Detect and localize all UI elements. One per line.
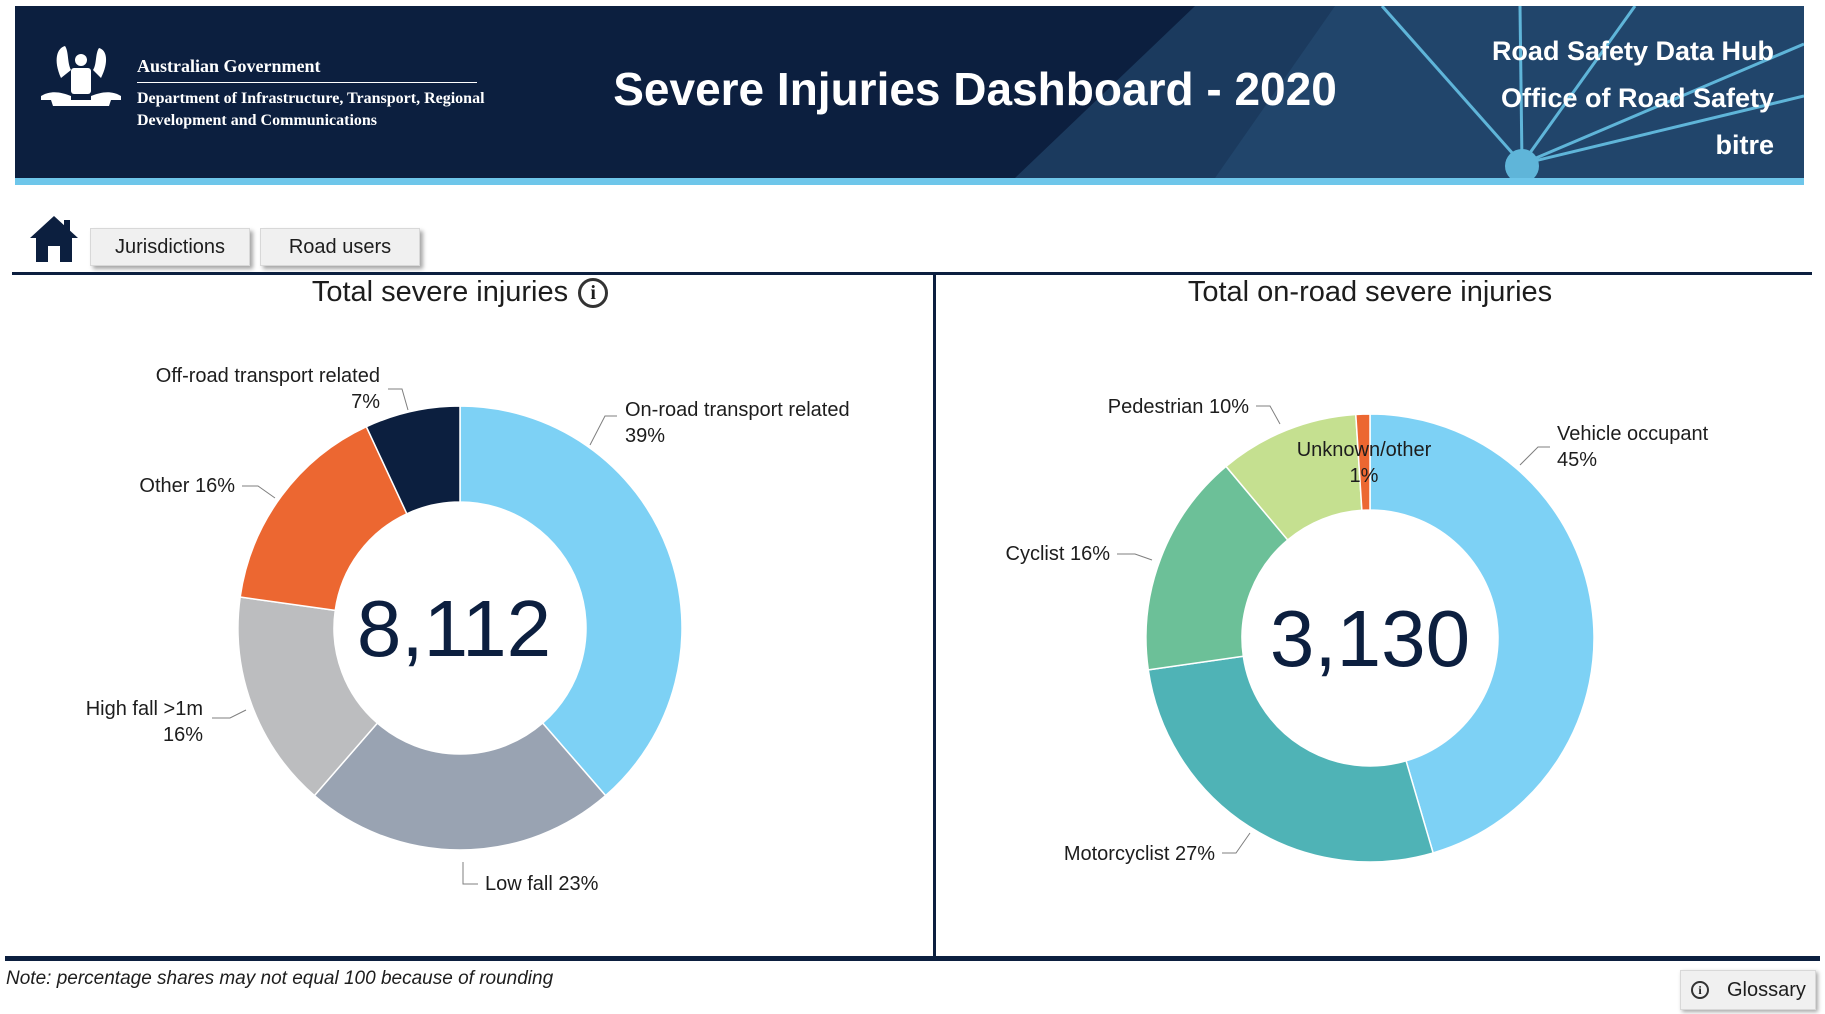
glossary-button[interactable]: i Glossary bbox=[1680, 970, 1816, 1010]
data-label: 39% bbox=[625, 425, 665, 447]
hub-line: bitre bbox=[1715, 130, 1774, 160]
bottom-divider bbox=[5, 956, 1820, 961]
chart-1-title-wrap: Total severe injuries i bbox=[240, 276, 680, 309]
data-label: Other 16% bbox=[139, 475, 235, 497]
leader-line bbox=[1117, 553, 1153, 561]
hub-line: Road Safety Data Hub bbox=[1491, 36, 1774, 66]
gov-divider bbox=[137, 82, 477, 83]
leader-line bbox=[388, 388, 409, 411]
hub-line: Office of Road Safety bbox=[1500, 83, 1774, 113]
donut-slice bbox=[365, 405, 461, 515]
home-icon[interactable] bbox=[28, 214, 80, 264]
leader-line bbox=[242, 485, 276, 499]
donut-slice bbox=[313, 722, 607, 851]
glossary-label: Glossary bbox=[1727, 978, 1806, 1001]
data-label: On-road transport related bbox=[625, 399, 850, 421]
donut-slice bbox=[1369, 413, 1595, 854]
info-icon: i bbox=[1691, 981, 1709, 999]
dashboard-title: Severe Injuries Dashboard - 2020 bbox=[613, 63, 1337, 115]
center-total: 3,130 bbox=[1270, 594, 1470, 683]
footnote: Note: percentage shares may not equal 10… bbox=[6, 968, 554, 989]
leader-line bbox=[1222, 832, 1251, 854]
info-icon[interactable]: i bbox=[578, 278, 609, 309]
chart-2-title: Total on-road severe injuries bbox=[1187, 276, 1553, 308]
donut-slice bbox=[1354, 413, 1371, 512]
nav-button-road-users[interactable]: Road users bbox=[260, 228, 420, 266]
leader-line bbox=[1256, 405, 1281, 425]
data-label: Pedestrian 10% bbox=[1108, 396, 1249, 418]
network-graphic bbox=[1015, 6, 1804, 178]
data-label: 45% bbox=[1557, 449, 1597, 471]
data-label: Motorcyclist 27% bbox=[1064, 843, 1215, 865]
data-label: Vehicle occupant bbox=[1557, 423, 1709, 445]
gov-department: Department of Infrastructure, Transport,… bbox=[137, 90, 485, 129]
data-label: Cyclist 16% bbox=[1006, 543, 1111, 565]
center-divider bbox=[933, 275, 936, 957]
data-label: High fall >1m bbox=[86, 698, 203, 720]
data-label: Low fall 23% bbox=[485, 873, 599, 895]
leader-line bbox=[589, 415, 617, 446]
leader-line bbox=[462, 862, 478, 885]
data-label: Off-road transport related bbox=[156, 365, 380, 387]
data-label: Unknown/other bbox=[1297, 439, 1432, 461]
coat-of-arms-icon bbox=[41, 46, 121, 106]
donut-slice bbox=[1145, 465, 1289, 671]
hub-lines: Road Safety Data Hub Office of Road Safe… bbox=[1492, 28, 1774, 169]
data-label: 16% bbox=[163, 724, 203, 746]
center-total: 8,112 bbox=[357, 584, 551, 673]
nav-button-jurisdictions[interactable]: Jurisdictions bbox=[90, 228, 250, 266]
leader-line bbox=[212, 709, 247, 719]
data-label: 1% bbox=[1350, 465, 1379, 487]
banner-accent-strip bbox=[15, 178, 1804, 185]
header-banner: Australian Government Department of Infr… bbox=[15, 6, 1804, 178]
gov-name: Australian Government bbox=[137, 56, 321, 76]
data-label: 7% bbox=[351, 391, 380, 413]
government-logo: Australian Government Department of Infr… bbox=[31, 36, 485, 136]
chart-1-title: Total severe injuries bbox=[311, 276, 569, 308]
donut-slice bbox=[1147, 655, 1435, 863]
donut-slice bbox=[459, 405, 683, 797]
leader-line bbox=[1519, 446, 1550, 466]
top-divider bbox=[12, 272, 1812, 275]
